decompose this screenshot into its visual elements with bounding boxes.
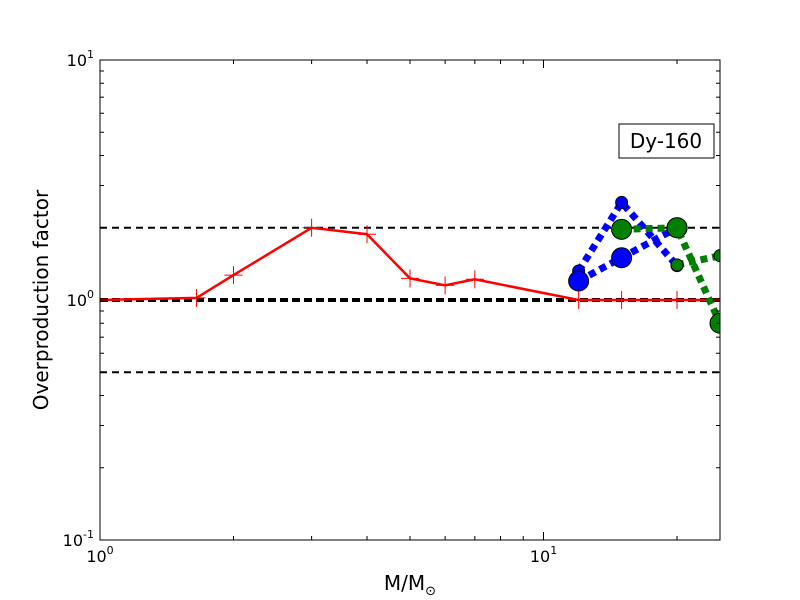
x-tick-label-exp-0: 0	[107, 544, 114, 557]
y-tick-label-exp-1: 0	[87, 288, 94, 301]
series-2-point-0	[568, 270, 590, 292]
y-tick-label-0: 10-1	[63, 528, 94, 550]
series-4-point-0	[670, 258, 684, 272]
x-tick-label-base-0: 10	[86, 547, 106, 566]
series-0-line	[100, 226, 720, 302]
y-tick-label-2: 101	[67, 48, 94, 70]
series-4-line	[676, 252, 720, 269]
series-3-point-1	[666, 217, 688, 239]
x-axis-label-sub: ⊙	[425, 584, 436, 599]
series-3-line	[621, 224, 720, 325]
series-3-point-2	[709, 312, 720, 334]
y-axis-label: Overproduction factor	[29, 189, 53, 410]
y-tick-label-1: 100	[67, 288, 94, 310]
annotation-text: Dy-160	[630, 129, 702, 153]
series-2-point-1	[611, 247, 633, 269]
series-4-point-1	[713, 249, 720, 263]
annotation-box: Dy-160	[618, 123, 715, 159]
series-layer	[100, 195, 720, 334]
x-axis-label-main: M/M	[384, 571, 425, 595]
y-tick-label-base-2: 10	[67, 51, 87, 70]
y-tick-label-base-0: 10	[63, 531, 83, 550]
y-tick-label-exp-2: 1	[87, 48, 94, 61]
x-tick-label-exp-1: 1	[550, 544, 557, 557]
annotation-rect	[618, 123, 715, 159]
x-tick-label-1: 101	[530, 544, 557, 566]
x-tick-label-base-1: 10	[530, 547, 550, 566]
x-tick-label-0: 100	[86, 544, 113, 566]
x-axis-label: M/M⊙	[384, 571, 436, 599]
series-3-point-0	[611, 218, 633, 240]
series-1-point-1	[615, 195, 629, 209]
series-1-line	[575, 196, 680, 273]
y-tick-label-base-1: 10	[67, 291, 87, 310]
y-tick-label-exp-0: -1	[83, 528, 94, 541]
